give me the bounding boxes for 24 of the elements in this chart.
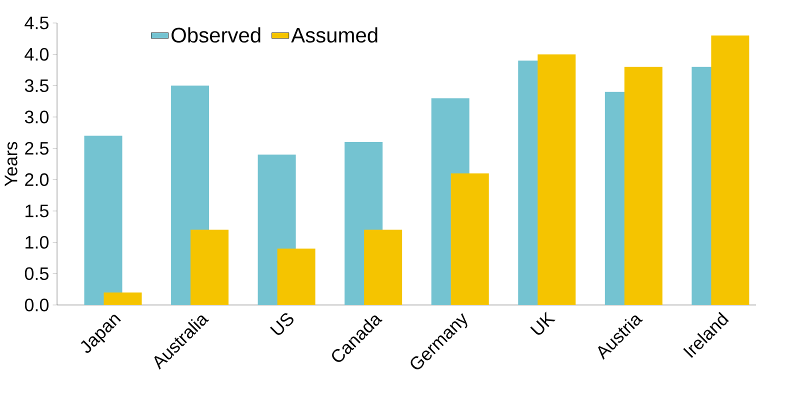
bar: [450, 173, 489, 305]
y-tick-label: 4.5: [24, 16, 48, 30]
y-axis-title: Years: [4, 142, 18, 186]
y-tick-label: 0.0: [24, 298, 49, 312]
x-tick-label: UK: [530, 312, 556, 335]
legend-label: Assumed: [291, 27, 378, 43]
y-tick-label: 3.0: [24, 110, 49, 124]
bar: [364, 230, 402, 305]
y-tick-label: 1.5: [26, 204, 48, 218]
bar: [277, 248, 316, 305]
y-tick-label: 4.0: [24, 48, 49, 61]
bar: [624, 66, 662, 305]
bar: [711, 36, 750, 305]
y-tick-label: 2.0: [25, 173, 49, 186]
bar: [538, 54, 576, 305]
bar: [84, 136, 122, 305]
x-tick-label: US: [270, 313, 294, 335]
legend-label: Observed: [172, 27, 260, 43]
bar: [104, 292, 142, 305]
bar: [190, 230, 229, 305]
y-tick-label: 1.0: [26, 236, 49, 249]
y-tick-label: 0.5: [24, 267, 48, 280]
y-tick-label: 2.5: [25, 142, 48, 155]
y-tick-label: 3.5: [24, 79, 48, 92]
